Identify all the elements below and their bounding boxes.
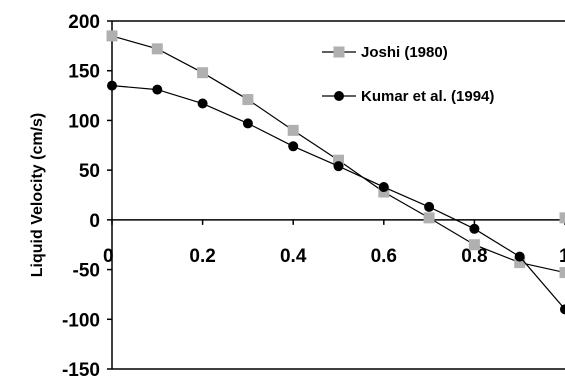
data-point-square: [106, 30, 118, 42]
y-tick-label: 0: [89, 211, 100, 232]
y-tick-label: 100: [68, 111, 100, 132]
x-tick-label: 0.6: [371, 246, 397, 267]
data-point-square: [423, 212, 435, 224]
data-point-square: [333, 154, 344, 166]
x-tick-label: 0.8: [461, 246, 487, 267]
data-point-circle: [424, 201, 435, 212]
x-tick-label: 0.4: [280, 246, 307, 267]
x-tick-label: 0: [103, 246, 114, 267]
x-axis: 0 0.2 0.4 0.6 0.8 1: [103, 219, 565, 267]
y-tick-label: 50: [79, 161, 100, 182]
data-point-square: [242, 94, 254, 106]
data-point-square: [197, 67, 209, 79]
y-tick-label: -50: [73, 261, 100, 282]
data-point-circle: [469, 223, 480, 234]
data-point-circle: [107, 80, 117, 91]
data-point-circle: [197, 98, 208, 109]
series-joshi: [106, 30, 565, 279]
y-tick-label: 150: [68, 62, 100, 83]
data-point-square: [514, 257, 526, 269]
data-point-circle: [378, 182, 389, 193]
x-tick-label: 0.2: [189, 246, 215, 267]
data-point-square: [151, 43, 163, 55]
legend: Joshi (1980) Kumar et al. (1994): [322, 44, 494, 105]
y-tick-label: 200: [68, 12, 100, 33]
legend-item: Kumar et al. (1994): [322, 88, 494, 105]
plot-frame: [111, 20, 565, 370]
y-tick-label: -100: [62, 310, 100, 331]
data-point-square: [559, 212, 565, 224]
data-point-square: [287, 124, 299, 136]
series-layer: [106, 30, 565, 315]
data-point-circle: [288, 141, 299, 152]
data-point-circle: [560, 304, 565, 315]
x-tick-label: 1: [559, 246, 565, 267]
legend-label: Joshi (1980): [361, 44, 448, 61]
data-point-circle: [514, 251, 525, 262]
legend-item: Joshi (1980): [322, 44, 448, 61]
data-point-square: [468, 239, 480, 251]
data-point-circle: [152, 84, 163, 95]
data-point-circle: [333, 161, 344, 172]
y-tick-label: -150: [62, 360, 100, 379]
legend-label: Kumar et al. (1994): [361, 88, 494, 105]
y-axis-title: Liquid Velocity (cm/s): [29, 113, 46, 277]
legend-marker-circle: [334, 91, 344, 101]
data-point-circle: [242, 118, 253, 129]
legend-marker-square: [333, 46, 345, 58]
series-kumar: [107, 80, 565, 315]
data-point-square: [559, 267, 565, 279]
